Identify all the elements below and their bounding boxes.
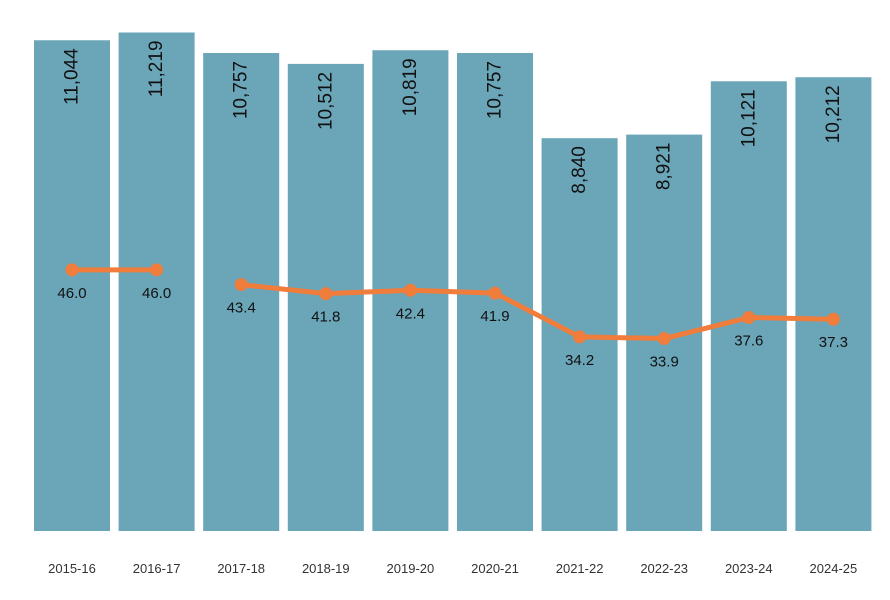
line-value-label: 41.9: [480, 308, 509, 325]
bar-value-label: 10,212: [823, 85, 844, 143]
line-segment-2: [238, 282, 836, 342]
line-value-label: 41.8: [311, 309, 340, 326]
bar-2024-25: [795, 77, 872, 532]
line-point-2022-23: [657, 332, 671, 346]
bar-value-label: 8,921: [654, 143, 675, 191]
x-tick-label: 2020-21: [471, 561, 519, 576]
x-tick-label: 2023-24: [725, 561, 773, 576]
bar-2017-18: [203, 53, 280, 531]
line-point-2023-24: [742, 311, 756, 325]
line-point-2021-22: [573, 330, 587, 344]
bar-value-label: 10,757: [485, 61, 506, 119]
x-tick-label: 2016-17: [133, 561, 181, 576]
line-value-label: 37.3: [819, 334, 848, 351]
line-value-label: 33.9: [650, 354, 679, 371]
line-value-label: 37.6: [734, 333, 763, 350]
x-tick-label: 2024-25: [810, 561, 858, 576]
bar-value-label: 11,044: [62, 48, 83, 105]
line-point-2015-16: [65, 263, 79, 277]
line-point-2016-17: [150, 263, 164, 277]
line-labels-layer: 46.0 46.0 43.4 41.8 42.4 41.9 34.2 33.9 37.6 37.3: [57, 285, 848, 371]
bar-value-label: 8,840: [569, 146, 590, 194]
line-point-2018-19: [319, 287, 333, 301]
bar-labels-layer: 11,044 11,219 10,757 10,512 10,819 10,757 8,84…: [62, 40, 844, 193]
bar-value-label: 10,121: [738, 89, 759, 147]
line-point-2019-20: [403, 283, 417, 297]
line-point-2020-21: [488, 286, 502, 300]
line-layer: [65, 263, 840, 346]
line-value-label: 46.0: [57, 285, 86, 302]
line-value-label: 43.4: [227, 300, 256, 317]
x-tick-label: 2022-23: [640, 561, 688, 576]
x-tick-label: 2015-16: [48, 561, 96, 576]
x-tick-label: 2019-20: [387, 561, 435, 576]
bar-2023-24: [710, 81, 787, 531]
bar-value-label: 10,757: [231, 61, 252, 119]
bar-value-label: 10,819: [400, 58, 421, 116]
x-tick-label: 2017-18: [217, 561, 265, 576]
bar-2015-16: [34, 40, 110, 531]
line-value-label: 46.0: [142, 285, 171, 302]
bar-value-label: 10,512: [315, 72, 336, 130]
line-value-label: 42.4: [396, 305, 425, 322]
bar-value-label: 11,219: [146, 40, 167, 97]
x-tick-label: 2018-19: [302, 561, 350, 576]
bar-2016-17: [118, 32, 195, 531]
line-value-label: 34.2: [565, 352, 594, 369]
x-tick-label: 2021-22: [556, 561, 604, 576]
line-point-2024-25: [826, 312, 840, 326]
x-axis: 2015-16 2016-17 2017-18 2018-19 2019-20 2020-…: [48, 561, 857, 576]
line-point-2017-18: [234, 278, 248, 292]
